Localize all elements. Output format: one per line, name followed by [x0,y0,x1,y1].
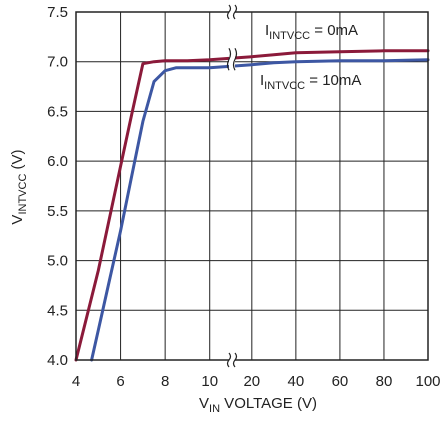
series-line-0ma [74,49,430,362]
y-tick-label: 5.0 [47,253,68,270]
x-axis-title: VIN VOLTAGE (V) [199,395,317,415]
axis-break-gap [229,353,235,367]
plot-frame [75,11,429,361]
ticks-layer: 4 6 8 10 20 40 60 80 100 4.0 4.5 5.0 5.5 6.0 6.5 7.0 7.5 [47,4,440,390]
frame-layer [75,4,429,368]
x-tick-label: 60 [332,373,349,390]
x-tick-label: 100 [415,373,440,390]
series-label-0ma: IINTVCC = 0mA [265,22,358,42]
y-tick-label: 6.0 [47,153,68,170]
axis-break-gap [229,48,235,71]
series-layer [74,49,430,362]
axis-break-mark [232,47,238,71]
y-axis-title: VINTVCC (V) [9,149,29,224]
axis-break-mark [232,4,238,20]
axis-break-mark [226,352,232,368]
axis-break-mark [226,47,232,71]
axis-break-gap [229,5,235,19]
y-tick-label: 4.0 [47,352,68,369]
x-tick-label: 8 [161,373,169,390]
y-tick-label: 7.5 [47,4,68,21]
x-tick-label: 40 [288,373,305,390]
x-tick-label: 4 [72,373,80,390]
series-line-10ma [90,58,430,362]
x-tick-label: 6 [116,373,124,390]
series-label-10ma: IINTVCC = 10mA [260,72,361,92]
x-tick-label: 20 [243,373,260,390]
y-tick-label: 7.0 [47,54,68,71]
y-tick-label: 5.5 [47,203,68,220]
axis-break-mark [226,4,232,20]
y-tick-label: 6.5 [47,103,68,120]
axis-break-mark [232,352,238,368]
y-tick-label: 4.5 [47,302,68,319]
x-tick-label: 80 [376,373,393,390]
x-tick-label: 10 [201,373,218,390]
